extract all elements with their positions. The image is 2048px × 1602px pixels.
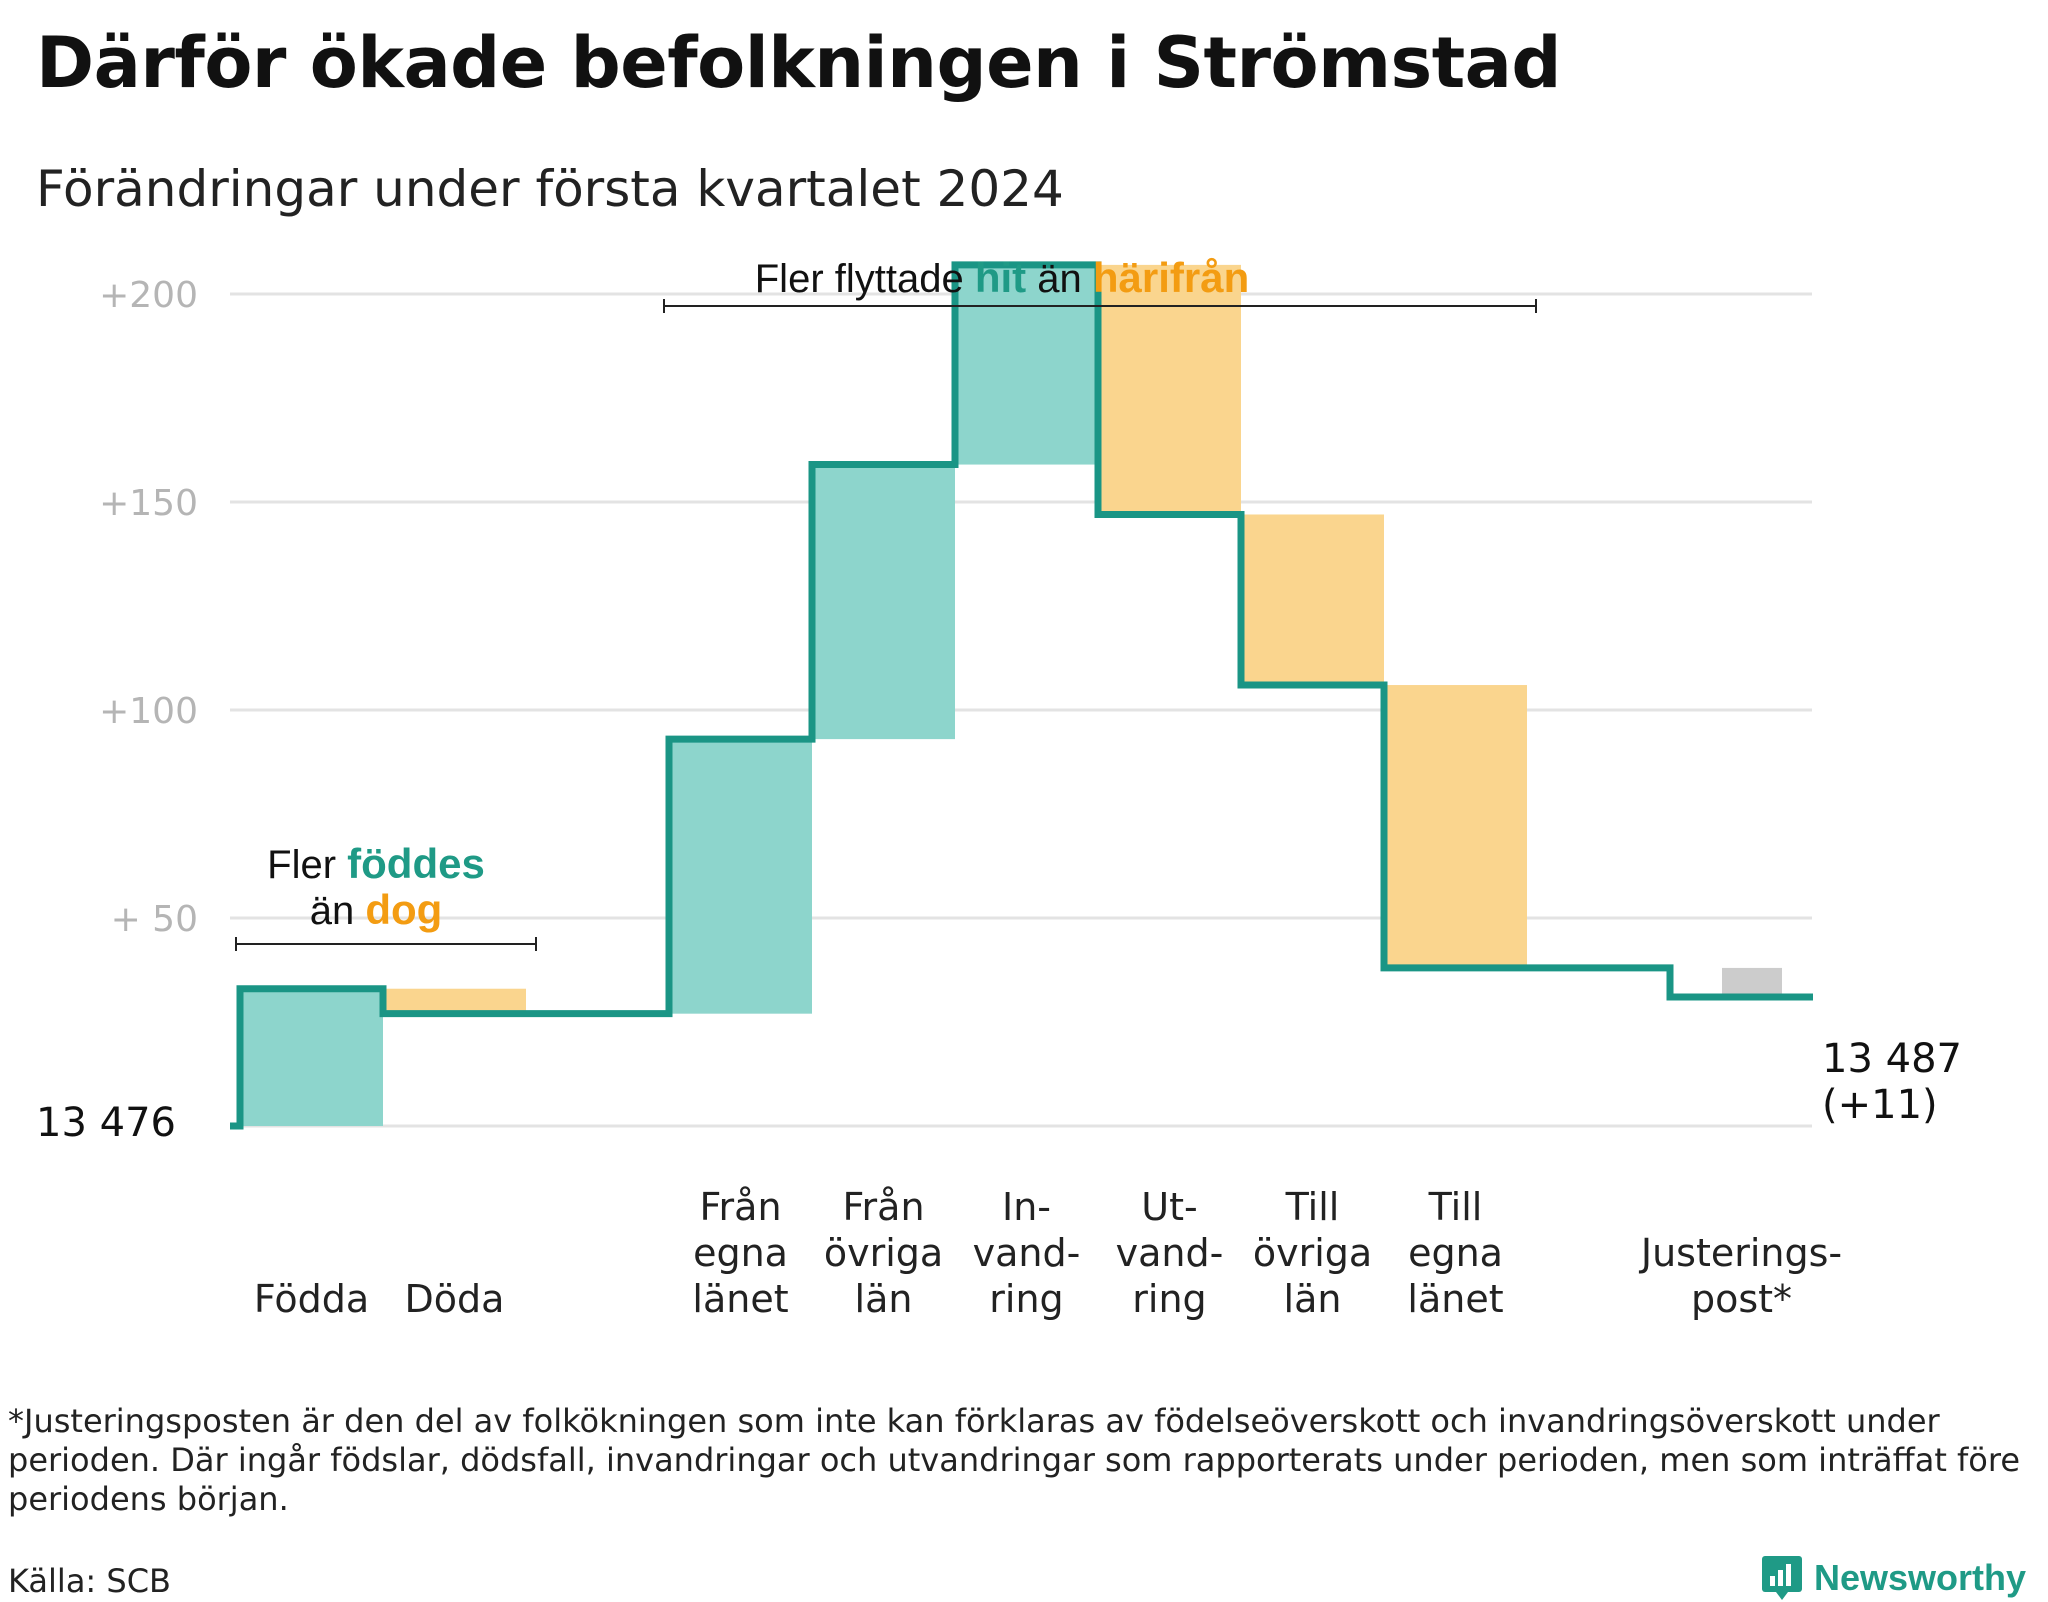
y-tick-label-50: + 50 [111,899,198,940]
y-tick-label-100: +100 [99,691,198,732]
step-line [230,261,1813,1130]
category-label-4-0: In- [1002,1185,1051,1229]
waterfall-chart: + 50+100+150+200 Födda DödaFrånegnalänetF… [36,254,1962,1321]
annotation-births-line2: än dog [310,886,443,933]
cumulative-step-line [230,261,1813,1130]
source-label: Källa: SCB [8,1562,171,1600]
category-label-5-0: Ut- [1141,1185,1197,1229]
end-value-label: 13 487 [1822,1036,1962,1082]
bar-2 [669,739,812,1014]
footnote: *Justeringsposten är den del av folkökni… [8,1402,2021,1518]
category-label-7-2: länet [1407,1277,1503,1321]
category-label-5-1: vand- [1116,1231,1224,1275]
category-label-8-1: post* [1691,1277,1792,1321]
bar-8 [1722,967,1782,998]
bar-4 [955,264,1098,465]
category-label-6-2: län [1284,1277,1342,1321]
category-label-3-2: län [855,1277,913,1321]
bar-0 [240,988,383,1126]
bar-3 [812,464,955,740]
brand-logo: Newsworthy [1760,1554,2026,1602]
category-label-4-2: ring [989,1277,1063,1321]
category-label-0-0: Födda [254,1277,369,1321]
category-label-3-1: övriga [824,1231,943,1275]
bar-6 [1241,514,1384,686]
annotation-births-bracket [235,937,537,951]
annotation-births: Fler föddes än dog [235,840,537,951]
bars [240,264,1782,1126]
chart-subtitle: Förändringar under första kvartalet 2024 [36,160,1064,218]
y-axis-ticks: + 50 +100 +150 +200 [99,275,198,940]
y-tick-label-200: +200 [99,275,198,316]
grid-lines [230,292,1812,1128]
category-label-6-1: övriga [1253,1231,1372,1275]
category-label-7-1: egna [1408,1231,1503,1275]
y-tick-label-150: +150 [99,483,198,524]
category-label-6-0: Till [1285,1185,1340,1229]
category-label-2-2: länet [692,1277,788,1321]
bar-5 [1098,264,1241,515]
bar-1 [383,988,526,1014]
annotation-migration: Fler flyttade hit än härifrån [663,254,1537,313]
start-value-label: 13 476 [36,1100,176,1146]
category-label-2-1: egna [693,1231,788,1275]
category-label-4-1: vand- [973,1231,1081,1275]
category-label-3-0: Från [842,1185,924,1229]
category-label-5-2: ring [1132,1277,1206,1321]
category-label-8-0: Justerings- [1639,1231,1842,1275]
category-label-1-0: Döda [405,1277,505,1321]
brand-name: Newsworthy [1813,1557,2026,1598]
category-label-2-0: Från [699,1185,781,1229]
annotation-migration-text: Fler flyttade hit än härifrån [755,254,1249,301]
newsworthy-logo-icon [1761,1556,1802,1600]
category-label-7-0: Till [1428,1185,1483,1229]
chart-title: Därför ökade befolkningen i Strömstad [36,22,1562,104]
bar-7 [1384,685,1527,968]
annotation-migration-bracket [663,299,1537,313]
category-labels: Födda DödaFrånegnalänetFrånövrigalänIn-va… [254,1185,1842,1321]
annotation-births-line1: Fler föddes [267,840,485,887]
end-change-label: (+11) [1822,1082,1938,1128]
